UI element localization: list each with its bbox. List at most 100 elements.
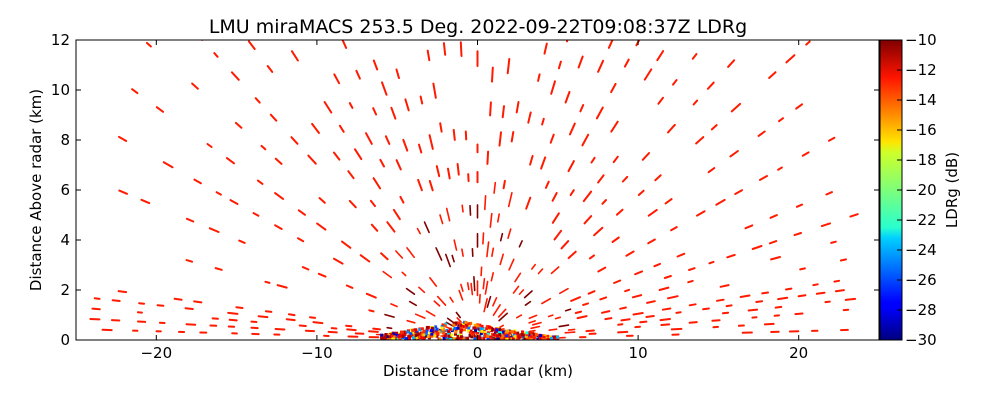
ldr-range-gate [333,73,341,85]
ldr-near-surface-gate [478,323,482,327]
ldr-range-gate [582,190,593,203]
ldr-range-gate [470,282,474,296]
ldr-range-gate [667,123,676,134]
ldr-near-surface-gate [456,335,460,338]
ldr-near-surface-gate [472,326,476,330]
colorbar-ticks: −10 −12 −14 −16 −18 −20 −22 −24 −26 −28 −30 [897,31,937,349]
ldr-near-surface-gate [388,335,392,339]
ldr-range-gate [702,307,710,311]
ldr-near-surface-gate [480,329,484,333]
ldr-range-gate [497,308,507,318]
ldr-range-gate [264,280,271,284]
colorbar-tick-label: −20 [905,181,937,199]
ldr-range-gate [254,97,261,104]
ldr-near-surface-gate [425,326,429,329]
ldr-range-gate [778,117,784,123]
ldr-range-gate [118,189,128,195]
ldr-range-gate [214,267,223,271]
ldr-range-gate [506,58,511,75]
ldr-range-gate [828,136,836,142]
ldr-near-surface-gate [418,328,422,332]
y-axis-label: Distance Above radar (km) [27,89,45,291]
ldr-range-gate [390,106,397,120]
ldr-range-gate [228,318,238,322]
ldr-near-surface-gate [426,335,430,338]
ldr-near-surface-gate [486,337,490,340]
y-tick-label: 10 [51,81,70,99]
ldr-range-gate [384,313,395,318]
ldr-range-gate [269,113,278,122]
ldr-near-surface-gate [486,332,490,336]
ldr-range-gate [193,178,202,185]
ldr-range-gate [423,221,430,234]
ldr-near-surface-gate [383,336,387,339]
ldr-near-surface-gate [524,337,527,340]
ldr-range-gate [623,58,630,68]
ldr-near-surface-gate [380,336,384,340]
ldr-range-gate [825,191,833,196]
ldr-near-surface-gate [495,328,499,332]
ldr-near-surface-gate [466,336,470,340]
ldr-near-surface-gate [422,337,426,340]
ldr-range-gate [401,271,407,277]
ldr-near-surface-gate [401,334,405,338]
ldr-range-gate [355,69,361,80]
ldr-range-gate [390,303,398,308]
x-tick-label: 20 [789,344,808,362]
ldr-near-surface-gate [447,329,451,333]
x-tick-label: 0 [473,344,483,362]
ldr-range-gate [670,327,683,331]
ldr-range-gate [402,138,409,152]
ldr-range-gate [447,167,451,180]
ldr-range-gate [206,143,213,148]
ldr-near-surface-gate [464,321,468,324]
ldr-near-surface-gate [482,336,486,340]
ldr-range-gate [569,189,575,197]
ldr-range-gate [307,154,317,165]
ldr-near-surface-gate [498,337,502,340]
ldr-range-gate [528,320,537,324]
ldr-range-gate [525,196,532,210]
ldr-range-gate [583,215,593,225]
ldr-range-gate [482,277,486,290]
ldr-range-gate [564,331,576,334]
ldr-range-gate [601,310,611,314]
ldr-near-surface-gate [488,336,492,340]
ldr-near-surface-gate [459,325,463,329]
ldr-range-gate [510,131,515,143]
ldr-range-gate [726,253,736,259]
x-tick-label: −10 [301,344,333,362]
ldr-range-gate [844,297,857,301]
ldr-range-gate [458,289,464,301]
ldr-near-surface-gate [500,336,504,340]
ldr-near-surface-gate [475,335,478,339]
y-tick-label: 4 [60,231,70,249]
ldr-range-gate [597,266,607,273]
ldr-near-surface-gate [541,337,545,340]
ldr-range-gate [558,324,570,328]
ldr-range-gate [492,304,501,317]
ldr-range-gate [416,227,422,235]
ldr-near-surface-gate [556,335,560,339]
ldr-range-gate [274,192,285,200]
ldr-range-gate [595,106,604,120]
ldr-range-gate [185,323,197,326]
ldr-near-surface-gate [412,336,415,340]
ldr-range-gate [691,53,698,60]
ldr-range-gate [567,250,577,260]
ldr-near-surface-gate [521,330,524,334]
ldr-range-gate [508,258,515,271]
ldr-range-gate [820,222,831,228]
ldr-range-gate [185,259,194,263]
ldr-range-gate [657,96,664,105]
ldr-range-gate [632,312,644,316]
ldr-range-gate [318,197,326,204]
ldr-range-gate [531,321,542,326]
ldr-range-gate [386,326,393,330]
ldr-range-gate [730,102,742,113]
ldr-range-gate [93,297,101,300]
chart-title: LMU miraMACS 253.5 Deg. 2022-09-22T09:08… [209,16,747,38]
ldr-range-gate [658,286,670,291]
ldr-near-surface-gate [457,323,461,327]
ldr-range-gate [576,315,588,320]
